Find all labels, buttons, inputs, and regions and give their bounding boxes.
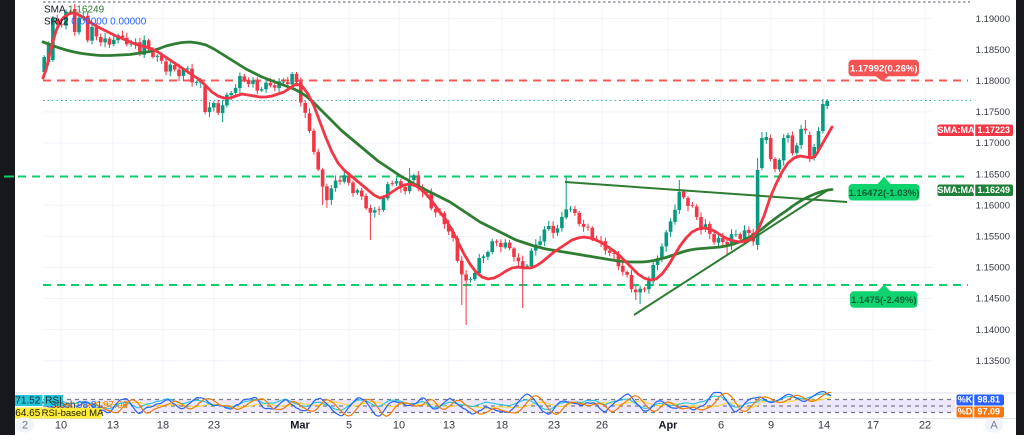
svg-text:71.52: 71.52 bbox=[15, 396, 40, 407]
svg-text:10: 10 bbox=[393, 420, 405, 432]
svg-text:9: 9 bbox=[768, 420, 774, 432]
svg-text:1.16472(-1.03%): 1.16472(-1.03%) bbox=[849, 188, 920, 199]
svg-text:%K: %K bbox=[958, 395, 973, 405]
svg-text:97.09: 97.09 bbox=[103, 400, 128, 411]
svg-text:%D: %D bbox=[958, 407, 973, 417]
svg-text:17: 17 bbox=[867, 420, 879, 432]
svg-text:1.18500: 1.18500 bbox=[976, 45, 1010, 56]
svg-text:22: 22 bbox=[919, 420, 931, 432]
svg-text:SMA: SMA bbox=[44, 5, 66, 16]
svg-text:26: 26 bbox=[596, 420, 608, 432]
svg-text:1.17223: 1.17223 bbox=[977, 125, 1010, 135]
svg-text:Stoch: Stoch bbox=[50, 400, 76, 411]
svg-text:2: 2 bbox=[22, 420, 28, 432]
svg-text:1.18000: 1.18000 bbox=[976, 76, 1010, 87]
svg-text:23: 23 bbox=[208, 420, 220, 432]
svg-text:98.81: 98.81 bbox=[77, 400, 102, 411]
svg-text:1.19000: 1.19000 bbox=[976, 14, 1010, 25]
svg-text:1.16500: 1.16500 bbox=[976, 169, 1010, 180]
svg-text:1.16249: 1.16249 bbox=[977, 185, 1010, 195]
svg-text:23: 23 bbox=[548, 420, 560, 432]
svg-text:1.14500: 1.14500 bbox=[976, 294, 1010, 305]
svg-text:RSI: RSI bbox=[45, 396, 62, 407]
svg-text:1.15500: 1.15500 bbox=[976, 232, 1010, 243]
svg-text:1.13500: 1.13500 bbox=[976, 356, 1010, 367]
svg-text:Apr: Apr bbox=[659, 420, 679, 432]
svg-text:98.81: 98.81 bbox=[977, 395, 1000, 405]
svg-text:64.65: 64.65 bbox=[15, 408, 40, 419]
svg-text:18: 18 bbox=[496, 420, 508, 432]
svg-text:1.16000: 1.16000 bbox=[976, 200, 1010, 211]
svg-text:SMA:MA: SMA:MA bbox=[938, 185, 975, 195]
svg-text:14: 14 bbox=[818, 420, 830, 432]
svg-text:1.17500: 1.17500 bbox=[976, 107, 1010, 118]
svg-text:1.14000: 1.14000 bbox=[976, 325, 1010, 336]
svg-text:SMA:MA: SMA:MA bbox=[938, 125, 975, 135]
svg-text:6: 6 bbox=[718, 420, 724, 432]
svg-text:5: 5 bbox=[346, 420, 352, 432]
svg-text:1.17992(0.26%): 1.17992(0.26%) bbox=[850, 64, 918, 75]
svg-text:1.15000: 1.15000 bbox=[976, 263, 1010, 274]
svg-text:RSI-based MA: RSI-based MA bbox=[42, 408, 104, 419]
svg-text:A: A bbox=[990, 420, 998, 432]
svg-text:1.1475(-2.49%): 1.1475(-2.49%) bbox=[851, 295, 916, 306]
svg-text:1.17000: 1.17000 bbox=[976, 138, 1010, 149]
svg-text:SRv2 0.00000 0.00000: SRv2 0.00000 0.00000 bbox=[44, 17, 147, 28]
svg-text:1.16249: 1.16249 bbox=[68, 5, 105, 16]
svg-text:13: 13 bbox=[443, 420, 455, 432]
svg-text:10: 10 bbox=[55, 420, 67, 432]
svg-text:97.09: 97.09 bbox=[977, 407, 1000, 417]
svg-text:18: 18 bbox=[157, 420, 169, 432]
svg-text:Mar: Mar bbox=[290, 420, 310, 432]
svg-text:13: 13 bbox=[107, 420, 119, 432]
